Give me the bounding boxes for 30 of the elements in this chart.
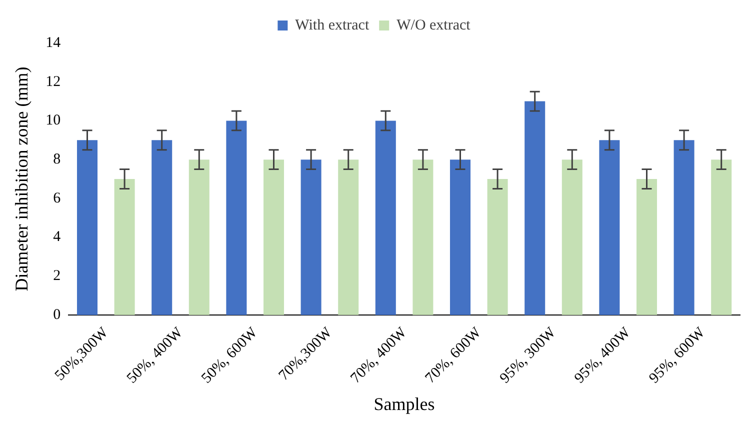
- bar: [711, 160, 732, 316]
- bar: [450, 160, 471, 316]
- bar: [114, 179, 135, 316]
- legend-label: With extract: [295, 17, 370, 34]
- bar: [188, 160, 210, 316]
- bar: [375, 120, 396, 316]
- y-tick-label: 14: [46, 34, 62, 51]
- bar: [562, 160, 582, 316]
- bar: [636, 179, 658, 316]
- y-tick-label: 2: [53, 268, 61, 284]
- y-tick-label: 4: [53, 229, 62, 246]
- bar: [226, 120, 247, 316]
- y-tick-label: 6: [53, 190, 62, 206]
- bar: [487, 179, 508, 316]
- y-tick-label: 0: [53, 306, 61, 323]
- y-tick-label: 10: [46, 112, 61, 129]
- y-axis-title: Diameter inhibition zone (mm): [12, 66, 32, 292]
- bar: [412, 160, 434, 316]
- bar: [674, 140, 694, 316]
- legend-label: W/O extract: [396, 17, 472, 34]
- bar: [263, 160, 284, 316]
- y-tick-label: 12: [46, 74, 61, 90]
- y-tick-label: 8: [53, 152, 61, 168]
- bar: [338, 160, 359, 316]
- bar: [524, 101, 546, 316]
- bar: [76, 140, 98, 316]
- bar: [599, 140, 620, 316]
- bar: [300, 160, 322, 316]
- bar: [152, 140, 172, 316]
- x-axis-title: Samples: [374, 394, 435, 414]
